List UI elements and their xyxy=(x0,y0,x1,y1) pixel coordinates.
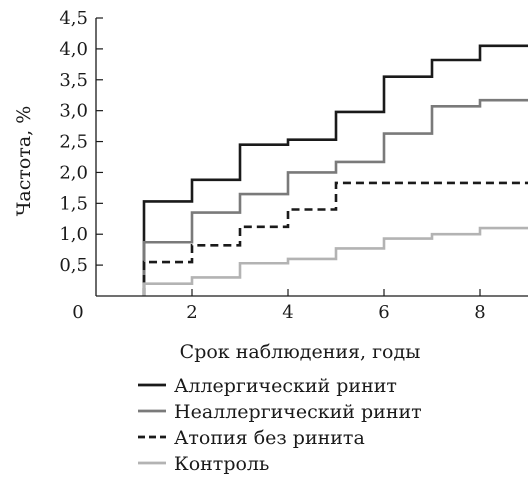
y-tick-label: 0,5 xyxy=(59,255,88,276)
y-tick-label: 3,5 xyxy=(59,70,88,91)
series-line-контроль xyxy=(142,226,528,296)
legend-label: Атопия без ринита xyxy=(174,427,365,449)
y-axis-title: Частота, % xyxy=(13,106,35,217)
origin-label: 0 xyxy=(72,302,83,323)
y-tick-label: 4,0 xyxy=(59,39,88,60)
x-tick-label: 2 xyxy=(186,302,197,323)
series-line-неаллергический-ринит xyxy=(142,98,528,296)
y-tick-label: 4,5 xyxy=(59,8,88,29)
legend-label: Аллергический ринит xyxy=(174,375,397,397)
x-tick-label: 6 xyxy=(378,302,389,323)
y-tick-label: 2,0 xyxy=(59,162,88,183)
y-tick-label: 3,0 xyxy=(59,101,88,122)
series-layer xyxy=(142,44,528,296)
legend: Аллергический ринит Неаллергический ринит… xyxy=(138,375,422,475)
x-tick-label: 8 xyxy=(474,302,485,323)
series-line-аллергический-ринит xyxy=(142,44,528,296)
y-tick-label: 1,5 xyxy=(59,193,88,214)
ticks-layer: 0,5 1,0 1,5 2,0 2,5 3,0 3,5 4,0 4,5 2 4 6 8 xyxy=(59,8,485,323)
axes-layer xyxy=(95,18,528,297)
legend-label: Неаллергический ринит xyxy=(174,401,422,423)
y-tick-label: 2,5 xyxy=(59,132,88,153)
x-axis-title: Срок наблюдения, годы xyxy=(180,341,421,363)
x-tick-label: 4 xyxy=(282,302,293,323)
legend-label: Контроль xyxy=(174,453,269,475)
y-tick-label: 1,0 xyxy=(59,224,88,245)
series-line-атопия-без-ринита xyxy=(142,181,528,296)
